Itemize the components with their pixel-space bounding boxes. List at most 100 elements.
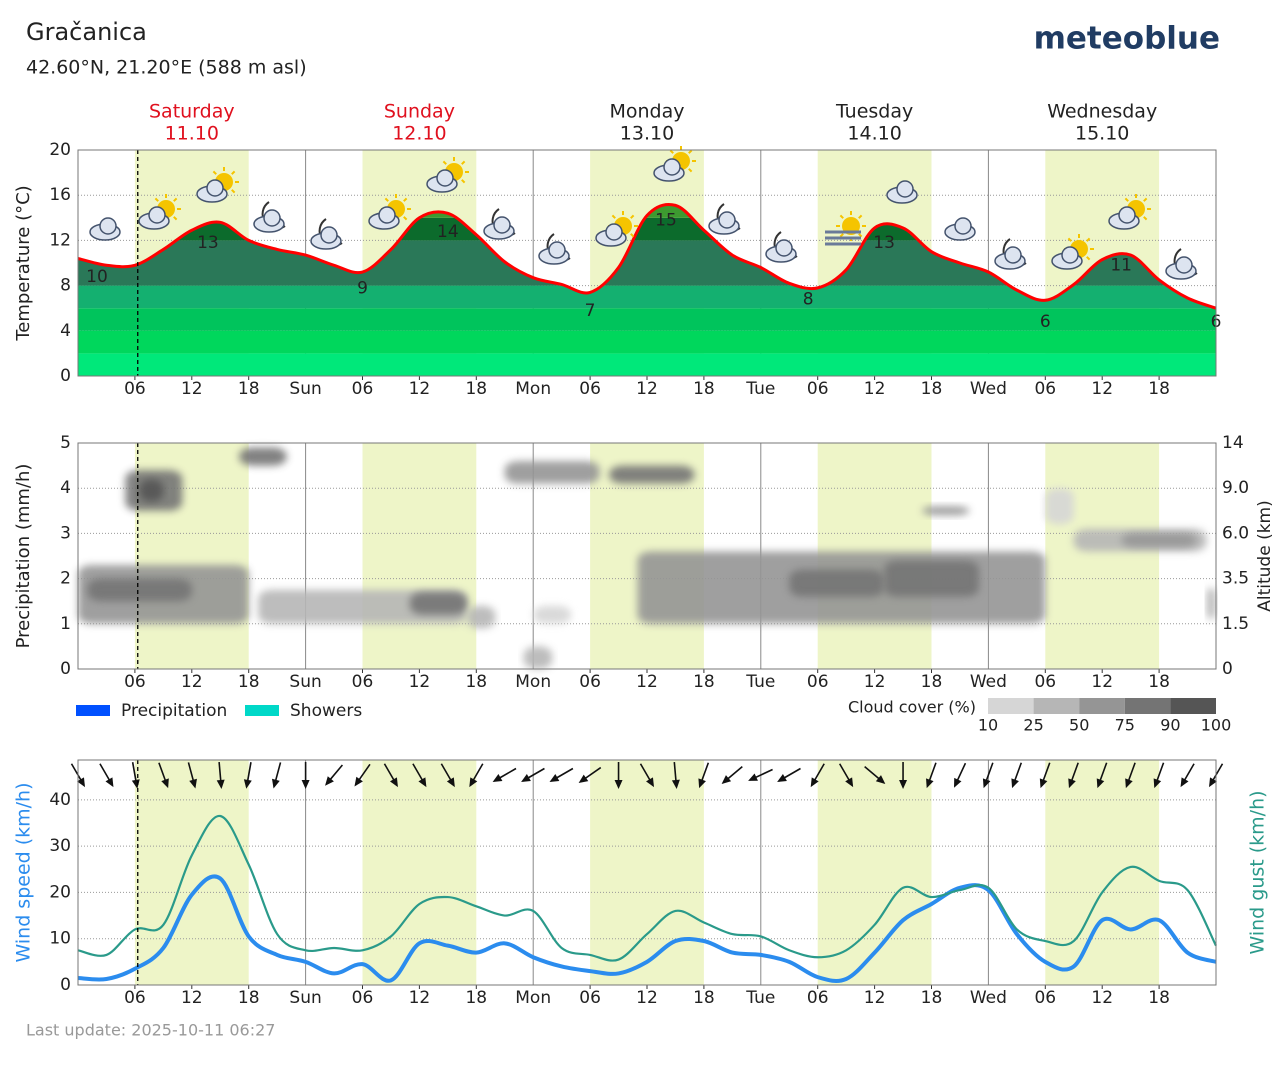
daylight <box>362 443 477 669</box>
arrow-head <box>549 774 560 782</box>
x-tick-label: 18 <box>465 988 487 1008</box>
x-tick-label: 06 <box>1034 379 1056 399</box>
x-tick-label: 18 <box>238 988 260 1008</box>
y-tick-label: 30 <box>49 836 71 856</box>
cloud-patch <box>1045 488 1074 525</box>
wind-arrow <box>440 763 455 788</box>
y-axis-label: Precipitation (mm/h) <box>13 464 34 649</box>
arrow-head <box>578 774 589 784</box>
wind-arrow <box>777 767 801 782</box>
y2-tick-label: 3.5 <box>1222 569 1249 589</box>
temp-label: 13 <box>197 233 219 253</box>
day-date: 15.10 <box>1075 123 1129 145</box>
arrow-head <box>1039 778 1048 789</box>
x-tick-label: 12 <box>864 672 886 692</box>
day-name: Wednesday <box>1047 101 1157 123</box>
x-tick-label: Sun <box>289 379 321 399</box>
day-date: 14.10 <box>847 123 901 145</box>
cloud-patch <box>533 605 572 624</box>
wind-arrow <box>383 763 398 788</box>
footer: Last update: 2025-10-11 06:27 <box>26 1021 275 1040</box>
daylight <box>1045 760 1160 985</box>
sun-ray <box>688 168 693 173</box>
sun-ray <box>1143 216 1148 221</box>
x-tick-label: 18 <box>1148 379 1170 399</box>
x-tick-label: 06 <box>807 379 829 399</box>
wind-arrow <box>982 762 994 789</box>
x-tick-label: 18 <box>921 672 943 692</box>
legend-swatch <box>76 705 110 716</box>
arrow-head <box>271 778 280 789</box>
cloud <box>1175 256 1193 274</box>
wind-arrow <box>748 768 773 781</box>
arrow-head <box>469 777 478 788</box>
weather-icon <box>426 157 469 193</box>
x-tick-label: 12 <box>181 988 203 1008</box>
daylight <box>134 760 249 985</box>
daylight <box>362 760 477 985</box>
x-tick-label: Wed <box>970 672 1007 692</box>
x-tick-label: 06 <box>124 988 146 1008</box>
wind-arrow <box>698 762 710 789</box>
cloud <box>148 206 166 224</box>
weather-icon <box>138 194 181 230</box>
x-tick-label: 18 <box>693 672 715 692</box>
temp-label: 8 <box>803 290 814 310</box>
arrow-head <box>845 777 854 788</box>
cloud-patch <box>789 569 885 597</box>
moon <box>261 201 286 230</box>
x-tick-label: 18 <box>465 672 487 692</box>
wind-arrow <box>639 763 654 788</box>
cloud <box>263 209 281 227</box>
temp-label: 9 <box>357 278 368 298</box>
arrow-head <box>614 780 623 789</box>
temp-band <box>78 308 1216 331</box>
day-date: 11.10 <box>165 123 219 145</box>
x-tick-label: Sun <box>289 672 321 692</box>
cloud <box>1061 246 1079 264</box>
x-tick-label: 06 <box>124 379 146 399</box>
arrow-head <box>161 778 169 789</box>
colorbar-segment <box>1124 698 1171 714</box>
weather-icon <box>483 208 516 240</box>
x-tick-label: 06 <box>1034 672 1056 692</box>
x-tick-label: 12 <box>864 988 886 1008</box>
sun-ray <box>669 149 674 154</box>
arrow-head <box>671 779 680 789</box>
x-tick-label: Mon <box>515 379 551 399</box>
weather-icon <box>653 146 696 182</box>
y-tick-label: 0 <box>60 366 71 386</box>
y-tick-label: 5 <box>60 433 71 453</box>
x-tick-label: 06 <box>124 672 146 692</box>
cloud <box>548 241 566 259</box>
sun-ray <box>212 170 217 175</box>
x-tick-label: 12 <box>1091 988 1113 1008</box>
cloud-patch <box>1121 533 1198 547</box>
plot-frame <box>77 149 1217 377</box>
y2-tick-label: 6.0 <box>1222 523 1249 543</box>
x-tick-label: 12 <box>409 988 431 1008</box>
panel: 0 10 20 30 40 06 12 18 Sun 06 12 18 Mon 06 12 18 Tue 06 12… <box>13 759 1269 1008</box>
cloud <box>493 216 511 234</box>
arrow-head <box>954 777 962 788</box>
wind-arrow <box>492 767 517 782</box>
x-tick-label: 18 <box>693 379 715 399</box>
x-tick-label: Mon <box>515 988 551 1008</box>
y-tick-label: 0 <box>60 975 71 995</box>
cloud <box>206 179 224 197</box>
x-tick-label: 06 <box>1034 988 1056 1008</box>
arrow-head <box>1209 777 1217 788</box>
plot-frame <box>77 442 1217 670</box>
temp-label: 10 <box>86 267 108 287</box>
day-name: Tuesday <box>835 101 913 123</box>
temperature-line <box>77 202 1217 310</box>
x-tick-label: 18 <box>921 988 943 1008</box>
wind-arrow <box>216 761 225 789</box>
wind-arrow <box>1180 763 1195 788</box>
weather-icon <box>538 233 571 265</box>
arrow-head <box>899 780 908 789</box>
weather-icon <box>595 211 638 247</box>
sun-ray <box>858 214 863 219</box>
logo: meteoblue <box>1034 21 1220 57</box>
x-tick-label: 06 <box>579 988 601 1008</box>
